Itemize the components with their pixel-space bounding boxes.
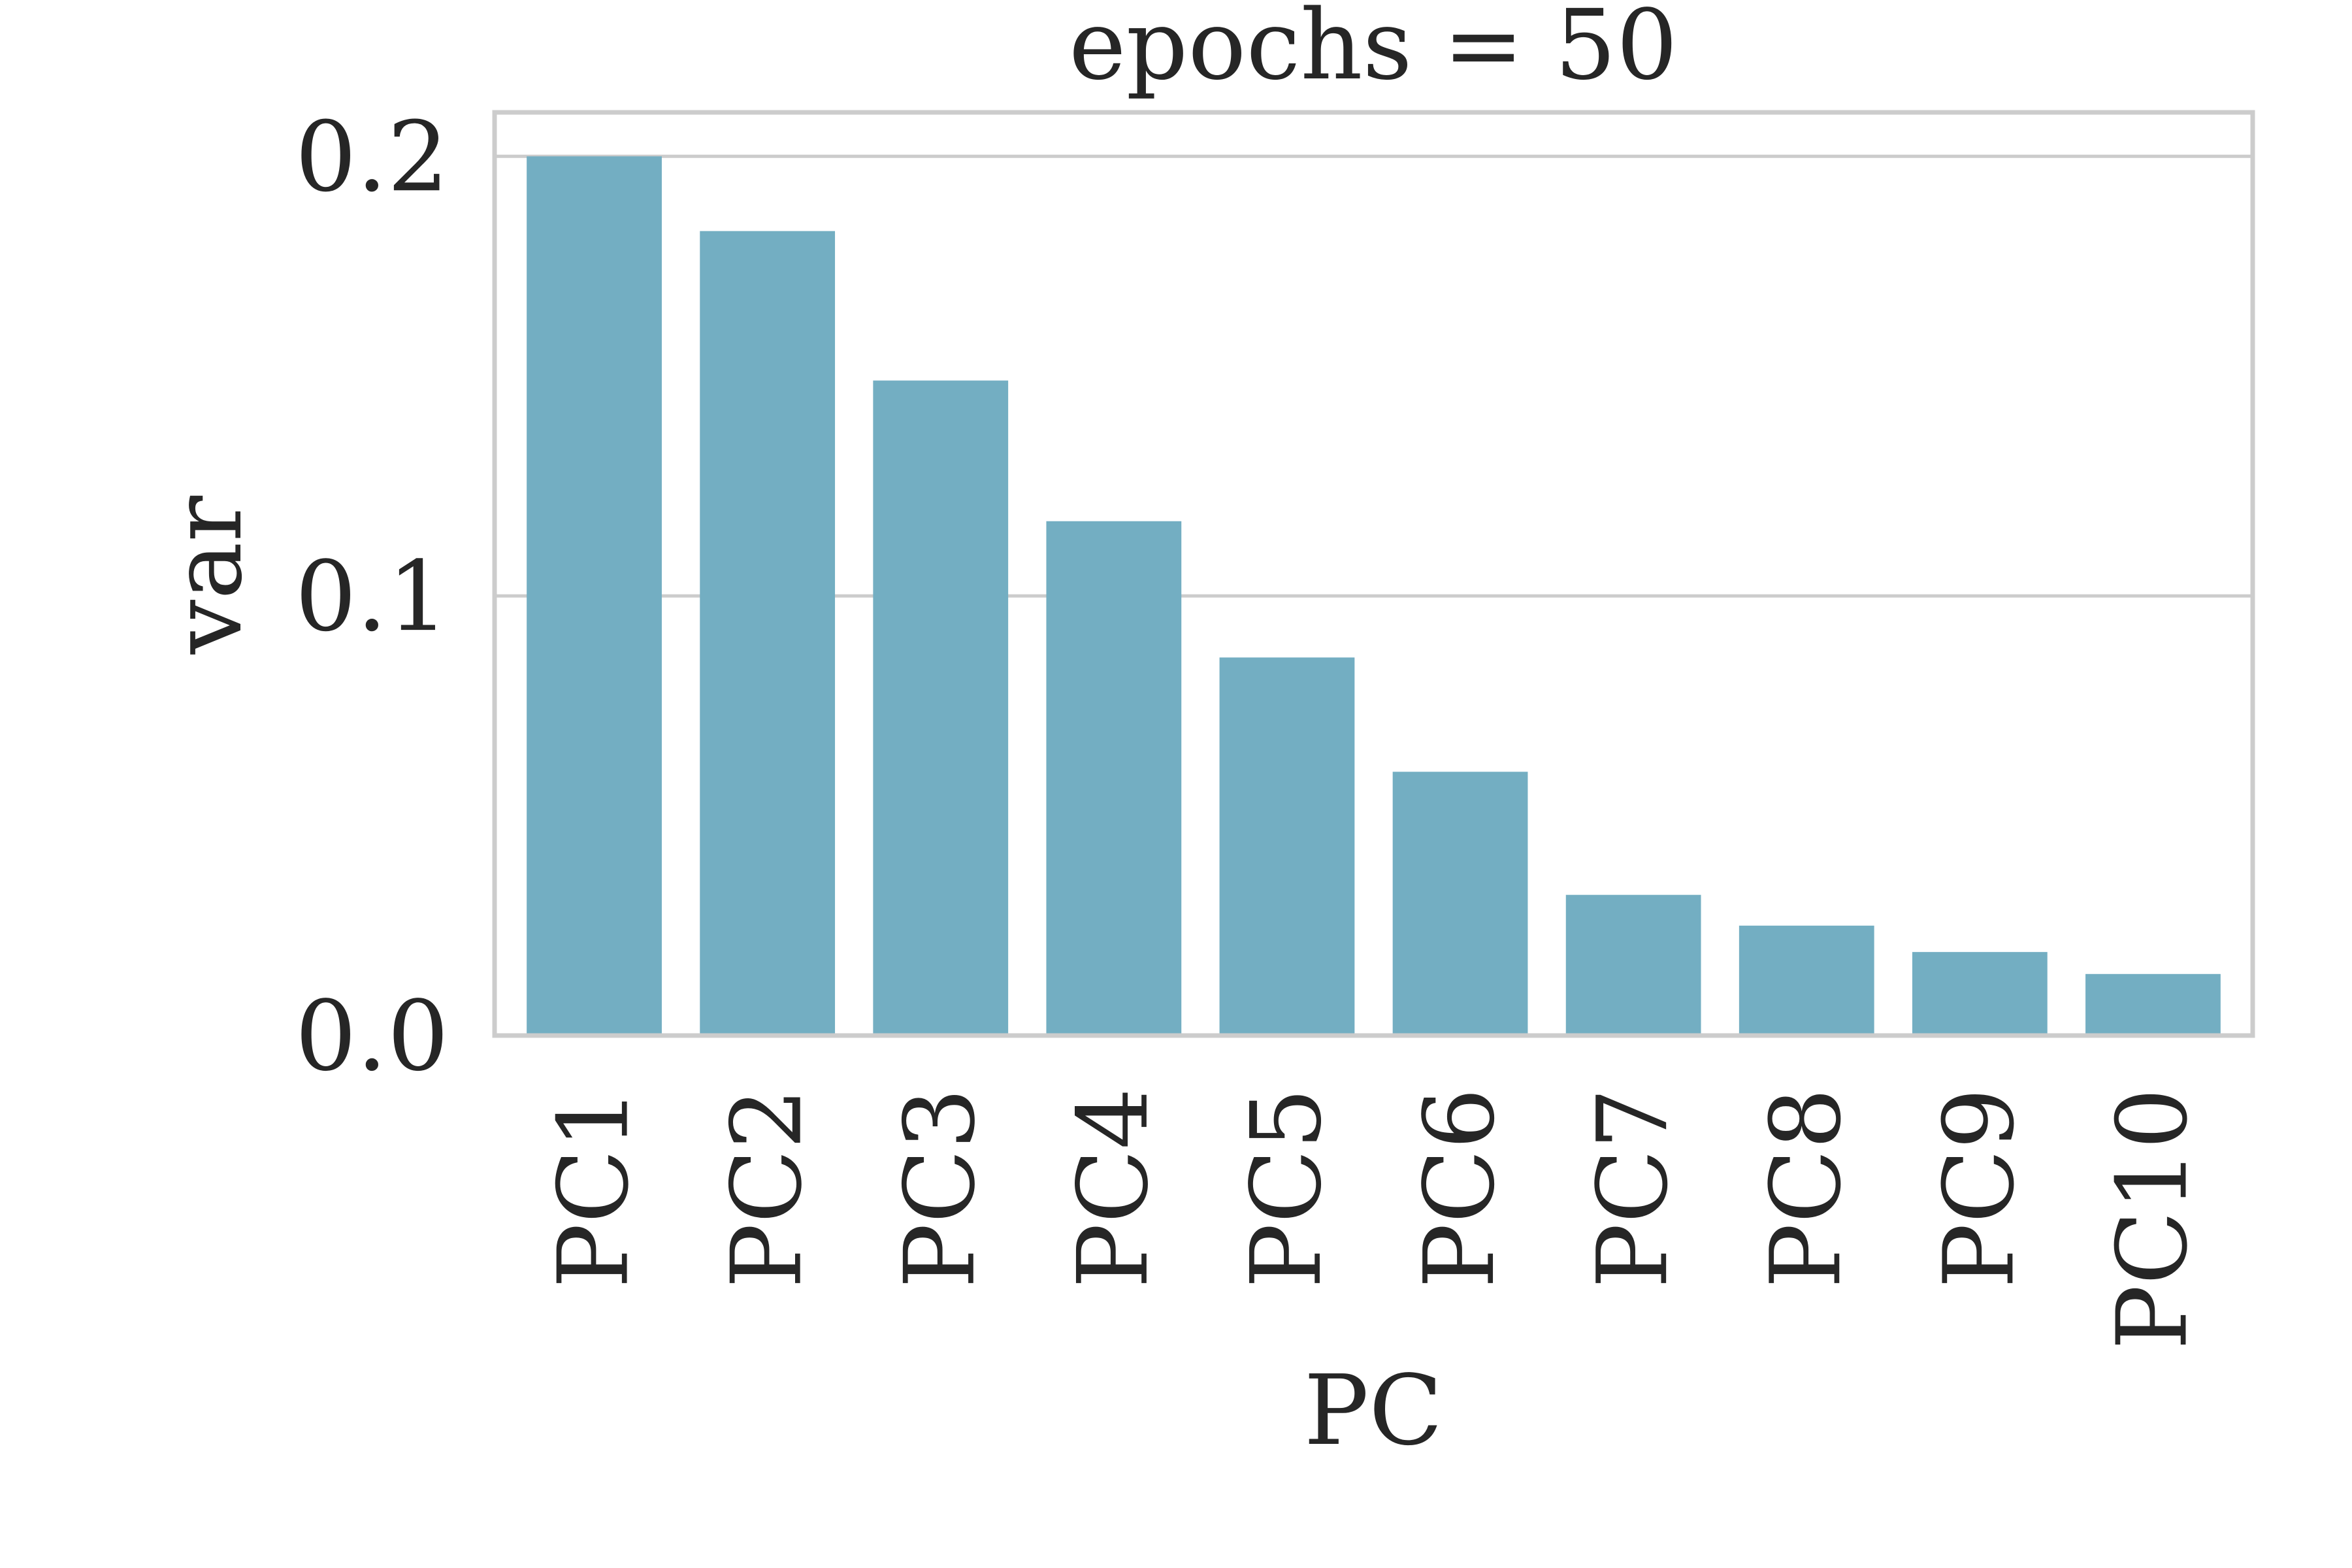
- x-tick-label: PC3: [884, 1088, 996, 1288]
- chart-title: epochs = 50: [1069, 0, 1678, 101]
- x-tick-label: PC6: [1403, 1088, 1516, 1288]
- x-tick-label: PC9: [1923, 1088, 2035, 1288]
- y-axis-label: var: [151, 495, 263, 655]
- x-tick-label: PC1: [538, 1088, 650, 1288]
- bar-pc7: [1565, 894, 1701, 1036]
- bar-pc3: [873, 380, 1009, 1036]
- bar-pc6: [1392, 772, 1528, 1036]
- bar-pc8: [1739, 925, 1874, 1036]
- bar-pc1: [527, 156, 662, 1036]
- bars: [527, 156, 2221, 1036]
- bar-pc10: [2085, 973, 2221, 1036]
- x-tick-label: PC2: [711, 1088, 823, 1288]
- y-tick-label: 0.1: [295, 540, 449, 653]
- x-tick-label: PC7: [1576, 1088, 1689, 1288]
- y-tick-label: 0.2: [295, 101, 449, 213]
- x-tick-label: PC5: [1230, 1088, 1343, 1288]
- bar-pc5: [1219, 657, 1355, 1036]
- x-tick-label: PC8: [1750, 1088, 1862, 1288]
- bar-pc9: [1912, 952, 2048, 1036]
- x-axis-label: PC: [1304, 1354, 1443, 1467]
- x-tick-labels: PC1 PC2 PC3 PC4 PC5 PC6 PC7 PC8 PC9 PC10: [538, 1088, 2209, 1350]
- x-tick-label: PC4: [1057, 1088, 1169, 1288]
- y-tick-label: 0.0: [295, 980, 449, 1092]
- x-tick-label: PC10: [2096, 1088, 2208, 1350]
- bar-pc2: [700, 231, 836, 1036]
- bar-pc4: [1046, 521, 1182, 1036]
- plot-frame: [492, 110, 2255, 1038]
- y-tick-labels: 0.0 0.1 0.2: [295, 101, 449, 1092]
